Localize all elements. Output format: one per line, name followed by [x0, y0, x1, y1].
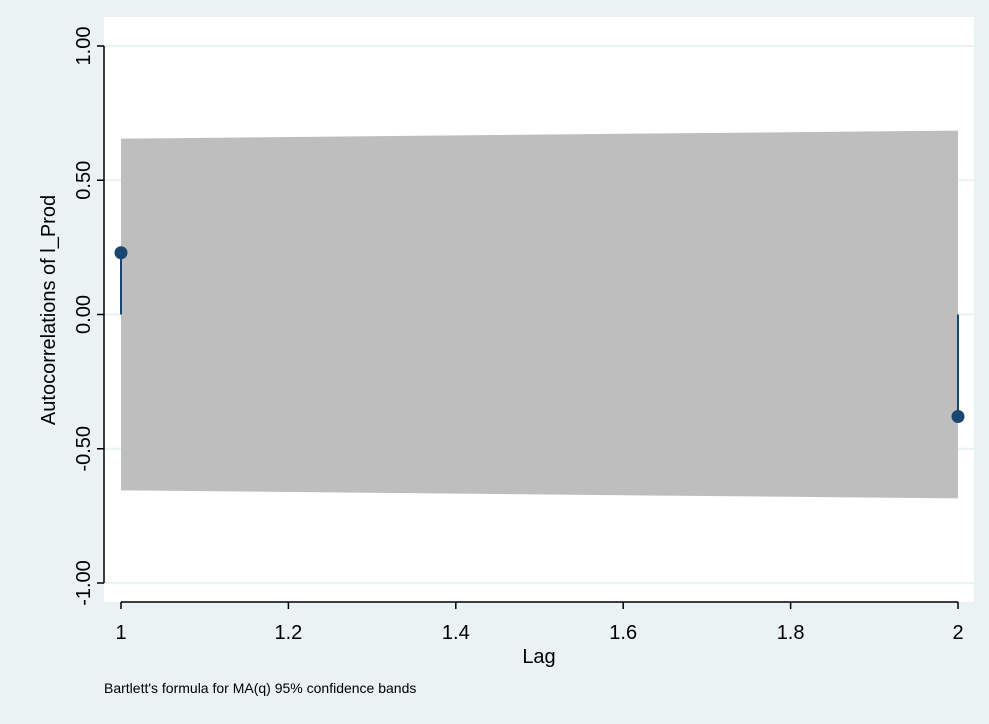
- x-tick-label: 1.6: [609, 622, 637, 644]
- y-axis-title: Autocorrelations of l_Prod: [38, 195, 60, 425]
- acf-point: [114, 246, 128, 260]
- y-tick-labels: -1.00 -0.50 0.00 0.50 1.00: [73, 27, 95, 606]
- acf-spikes: [120, 252, 959, 417]
- chart-note: Bartlett's formula for MA(q) 95% confide…: [104, 680, 416, 696]
- y-tick-label: 0.50: [73, 161, 95, 200]
- x-tick-label: 1.2: [274, 622, 302, 644]
- x-tick-label: 1.4: [442, 622, 470, 644]
- axes: [97, 45, 959, 609]
- y-tick-label: 0.00: [73, 295, 95, 334]
- y-tick-label: -1.00: [73, 560, 95, 606]
- x-tick-label: 1.8: [777, 622, 805, 644]
- acf-point: [951, 410, 965, 424]
- acf-points: [114, 246, 965, 424]
- y-tick-label: 1.00: [73, 27, 95, 66]
- x-tick-labels: 1 1.2 1.4 1.6 1.8 2: [115, 622, 963, 644]
- confidence-band: [121, 130, 958, 499]
- x-tick-label: 1: [115, 622, 126, 644]
- x-tick-label: 2: [952, 622, 963, 644]
- y-tick-label: -0.50: [73, 426, 95, 472]
- x-axis-title: Lag: [522, 646, 555, 668]
